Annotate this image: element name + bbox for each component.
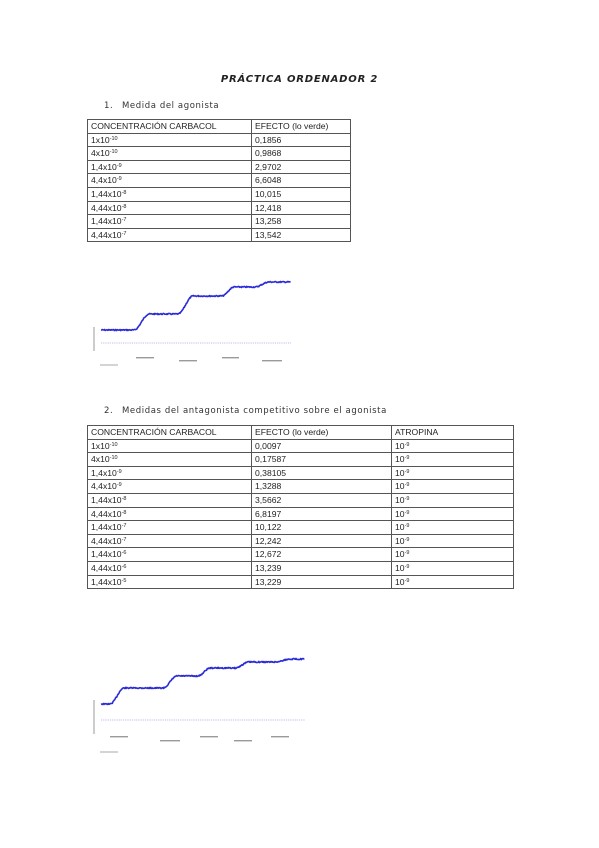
table-row: 1,44x10-8 3,5662 10-9 bbox=[87, 492, 514, 508]
atropina-cell: 10-9 bbox=[391, 574, 514, 590]
concentration-cell-exponent: -7 bbox=[121, 230, 127, 237]
section-2-number: 2. bbox=[104, 406, 114, 416]
table-row: 4x10-10 0,17587 10-9 bbox=[87, 452, 514, 467]
table-row: 4x10-10 0,9868 bbox=[87, 146, 351, 161]
table-row: 4,44x10-8 12,418 bbox=[87, 200, 351, 216]
section-2-heading-text: Medidas del antagonista competitivo sobr… bbox=[122, 406, 387, 416]
concentration-cell-base: 4x10 bbox=[91, 454, 110, 465]
table-row: 1,44x10-5 13,229 10-9 bbox=[87, 574, 514, 590]
concentration-cell-exponent: -6 bbox=[121, 550, 127, 557]
atropina-cell-exponent: -9 bbox=[404, 441, 410, 448]
concentration-cell-base: 4,44x10 bbox=[91, 202, 122, 213]
concentration-cell-base: 4,44x10 bbox=[91, 535, 122, 546]
concentration-cell-exponent: -8 bbox=[121, 495, 127, 502]
concentration-cell-base: 1,44x10 bbox=[91, 216, 122, 227]
atropina-cell-exponent: -9 bbox=[404, 468, 410, 475]
concentration-cell-base: 1,44x10 bbox=[91, 549, 122, 560]
page-title: PRÁCTICA ORDENADOR 2 bbox=[220, 74, 379, 85]
concentration-cell-exponent: -8 bbox=[121, 509, 127, 516]
dose-marker-label bbox=[271, 736, 289, 738]
atropina-cell-exponent: -9 bbox=[404, 550, 410, 557]
atropina-cell-base: 10 bbox=[395, 562, 405, 573]
table-row: 4,44x10-8 6,8197 10-9 bbox=[87, 506, 514, 522]
agonist-table: CONCENTRACIÓN CARBACOL EFECTO (lo verde)… bbox=[87, 119, 351, 243]
atropina-cell-exponent: -9 bbox=[404, 495, 410, 502]
concentration-cell-exponent: -7 bbox=[121, 523, 127, 530]
section-1-heading: 1. Medida del agonista bbox=[104, 101, 219, 111]
table-row: 4,44x10-7 13,542 bbox=[87, 227, 351, 243]
concentration-cell-base: 4,4x10 bbox=[91, 481, 117, 492]
atropina-cell-exponent: -9 bbox=[404, 455, 410, 462]
atropina-cell-base: 10 bbox=[395, 535, 405, 546]
concentration-cell-exponent: -9 bbox=[116, 482, 122, 489]
concentration-cell-base: 1x10 bbox=[91, 440, 110, 451]
atropina-cell-exponent: -9 bbox=[404, 536, 410, 543]
concentration-cell-exponent: -9 bbox=[116, 162, 122, 169]
concentration-cell-base: 4,44x10 bbox=[91, 229, 122, 240]
atropina-cell-exponent: -9 bbox=[404, 523, 410, 530]
concentration-cell-base: 4x10 bbox=[91, 148, 110, 159]
concentration-cell-exponent: -7 bbox=[121, 217, 127, 224]
atropina-cell-base: 10 bbox=[395, 467, 405, 478]
response-trace-line bbox=[100, 280, 291, 332]
concentration-cell-base: 4,4x10 bbox=[91, 175, 117, 186]
concentration-cell-base: 4,44x10 bbox=[91, 562, 122, 573]
concentration-cell-exponent: -8 bbox=[121, 189, 127, 196]
concentration-cell-exponent: -6 bbox=[121, 563, 127, 570]
atropina-cell-exponent: -9 bbox=[404, 482, 410, 489]
concentration-cell-base: 1,44x10 bbox=[91, 494, 122, 505]
section-2-heading: 2. Medidas del antagonista competitivo so… bbox=[104, 406, 387, 416]
dose-marker-label bbox=[222, 357, 239, 359]
concentration-cell-exponent: -10 bbox=[109, 149, 118, 156]
dose-marker-label bbox=[179, 360, 197, 362]
atropina-cell-base: 10 bbox=[395, 494, 405, 505]
concentration-cell-exponent: -9 bbox=[116, 468, 122, 475]
dose-marker-label bbox=[160, 740, 180, 742]
concentration-cell-exponent: -8 bbox=[121, 203, 127, 210]
atropina-cell-exponent: -9 bbox=[404, 563, 410, 570]
section-1-number: 1. bbox=[104, 101, 114, 111]
concentration-cell-exponent: -10 bbox=[109, 441, 118, 448]
section-1-heading-text: Medida del agonista bbox=[122, 101, 220, 111]
concentration-cell-exponent: -9 bbox=[116, 176, 122, 183]
table-row: 4,44x10-6 13,239 10-9 bbox=[87, 560, 514, 576]
concentration-cell-exponent: -10 bbox=[109, 135, 118, 142]
concentration-cell-base: 1,44x10 bbox=[91, 576, 122, 587]
effect-cell: 13,542 bbox=[251, 227, 351, 243]
atropina-cell-base: 10 bbox=[395, 440, 405, 451]
atropina-cell-base: 10 bbox=[395, 576, 405, 587]
concentration-cell-base: 1,4x10 bbox=[91, 161, 117, 172]
table-row: 1x10-10 0,1856 bbox=[87, 132, 351, 148]
concentration-cell-base: 1x10 bbox=[91, 134, 110, 145]
atropina-cell-base: 10 bbox=[395, 508, 405, 519]
atropina-cell-base: 10 bbox=[395, 454, 405, 465]
atropina-cell-exponent: -9 bbox=[404, 509, 410, 516]
concentration-cell-exponent: -10 bbox=[109, 455, 118, 462]
dose-marker-label bbox=[200, 736, 218, 738]
response-trace-line bbox=[100, 657, 305, 706]
concentration-cell: 4,44x10-7 bbox=[87, 227, 252, 243]
atropina-cell-base: 10 bbox=[395, 549, 405, 560]
concentration-cell-base: 1,4x10 bbox=[91, 467, 117, 478]
atropina-cell-base: 10 bbox=[395, 522, 405, 533]
dose-marker-label bbox=[136, 357, 154, 359]
atropina-cell-base: 10 bbox=[395, 481, 405, 492]
atropina-cell-exponent: -9 bbox=[404, 577, 410, 584]
dose-marker-label bbox=[262, 360, 282, 362]
dose-marker-label bbox=[110, 736, 128, 738]
concentration-cell-base: 4,44x10 bbox=[91, 508, 122, 519]
concentration-cell-base: 1,44x10 bbox=[91, 522, 122, 533]
concentration-cell-base: 1,44x10 bbox=[91, 188, 122, 199]
antagonist-table: CONCENTRACIÓN CARBACOL EFECTO (lo verde)… bbox=[87, 425, 514, 590]
concentration-cell-exponent: -5 bbox=[121, 577, 127, 584]
concentration-cell-exponent: -7 bbox=[121, 536, 127, 543]
dose-marker-label bbox=[234, 740, 252, 742]
